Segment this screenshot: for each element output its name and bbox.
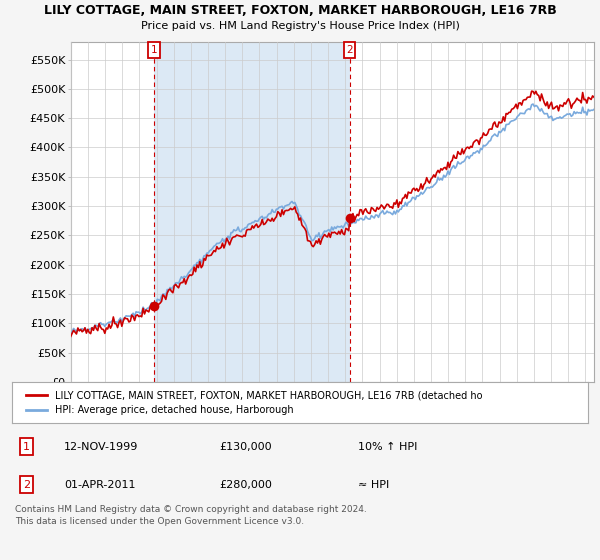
Text: 12-NOV-1999: 12-NOV-1999 — [64, 442, 138, 452]
Bar — [154, 42, 350, 382]
Text: Contains HM Land Registry data © Crown copyright and database right 2024.
This d: Contains HM Land Registry data © Crown c… — [15, 505, 367, 526]
Text: 2: 2 — [23, 479, 30, 489]
Text: 2: 2 — [346, 45, 353, 55]
Text: £280,000: £280,000 — [220, 479, 272, 489]
Text: 10% ↑ HPI: 10% ↑ HPI — [358, 442, 417, 452]
Legend: LILY COTTAGE, MAIN STREET, FOXTON, MARKET HARBOROUGH, LE16 7RB (detached ho, HPI: LILY COTTAGE, MAIN STREET, FOXTON, MARKE… — [20, 384, 488, 421]
Text: 01-APR-2011: 01-APR-2011 — [64, 479, 136, 489]
Text: 1: 1 — [23, 442, 30, 452]
Text: ≈ HPI: ≈ HPI — [358, 479, 389, 489]
Text: Price paid vs. HM Land Registry's House Price Index (HPI): Price paid vs. HM Land Registry's House … — [140, 21, 460, 31]
Text: 1: 1 — [151, 45, 158, 55]
Text: £130,000: £130,000 — [220, 442, 272, 452]
Text: LILY COTTAGE, MAIN STREET, FOXTON, MARKET HARBOROUGH, LE16 7RB: LILY COTTAGE, MAIN STREET, FOXTON, MARKE… — [44, 4, 556, 17]
